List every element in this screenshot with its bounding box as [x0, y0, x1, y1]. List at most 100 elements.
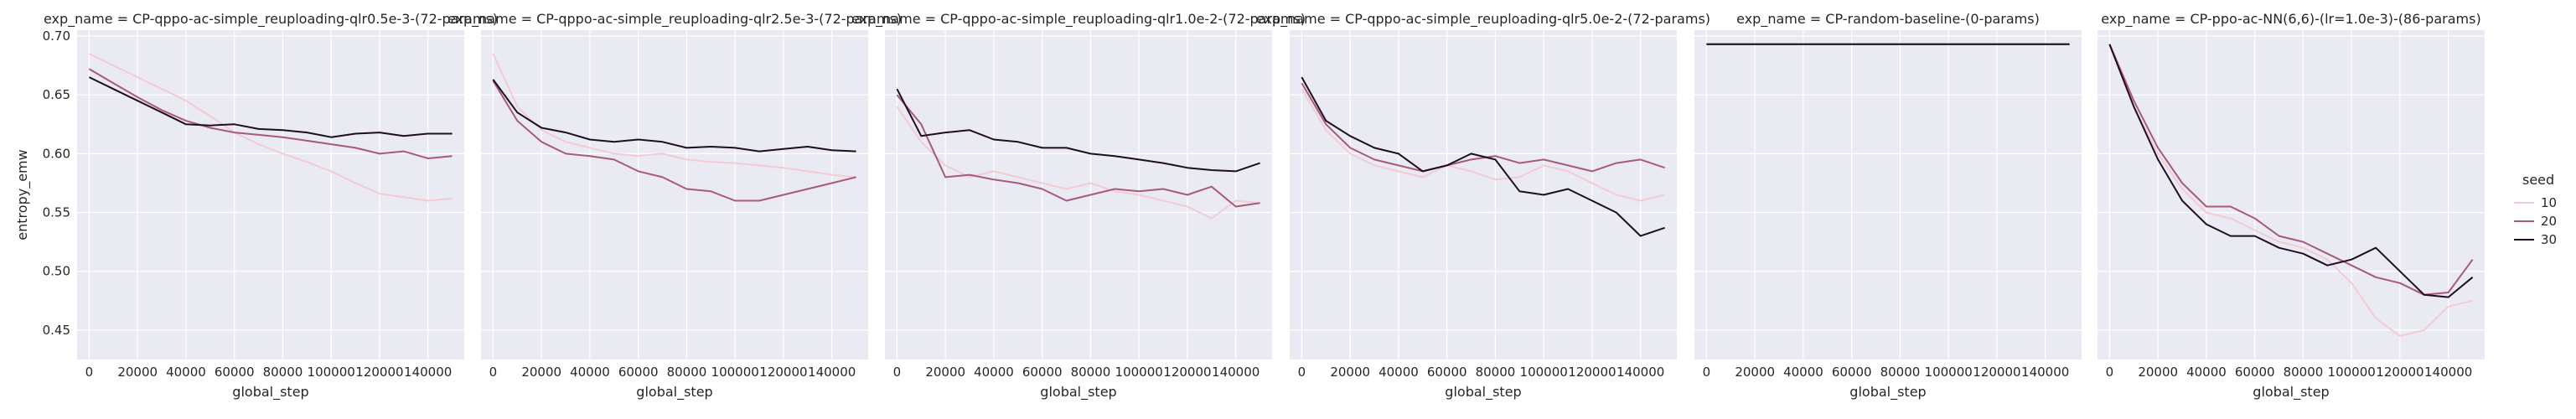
x-tick-label: 80000	[1880, 365, 1921, 380]
x-tick-label: 120000	[355, 365, 403, 380]
x-tick-label: 20000	[2138, 365, 2178, 380]
legend-label: 10	[2541, 195, 2557, 210]
x-axis-label: global_step	[2253, 384, 2329, 401]
y-tick-label: 0.45	[43, 323, 70, 338]
panel: 0 20000 40000 60000 80000 100000 120000 140000 e…	[2098, 11, 2485, 401]
x-tick-label: 40000	[1783, 365, 1823, 380]
x-tick-label: 20000	[1330, 365, 1370, 380]
panel: 0 20000 40000 60000 80000 100000 120000 140000 e…	[1256, 11, 1710, 401]
x-tick-label: 120000	[759, 365, 807, 380]
legend: seed 10 20 30	[2514, 172, 2557, 247]
plot-background	[2098, 30, 2485, 360]
x-axis-label: global_step	[636, 384, 712, 401]
plot-background	[481, 30, 868, 360]
x-axis-label: global_step	[1040, 384, 1116, 401]
x-tick-label: 80000	[1476, 365, 1516, 380]
series-line-seed-30	[88, 76, 453, 138]
series-line-seed-20	[1301, 82, 1665, 173]
x-tick-label: 0	[1298, 365, 1306, 380]
panel-title: exp_name = CP-random-baseline-(0-params)	[1736, 11, 2040, 28]
x-tick-label: 0	[85, 365, 94, 380]
panel-title: exp_name = CP-qppo-ac-simple_reuploading…	[44, 11, 498, 28]
x-tick-label: 140000	[1616, 365, 1664, 380]
x-tick-label: 140000	[1212, 365, 1260, 380]
x-tick-label: 120000	[1973, 365, 2020, 380]
series-line-seed-30	[896, 88, 1260, 173]
series-line-seed-10	[88, 53, 453, 202]
x-tick-label: 60000	[1427, 365, 1467, 380]
panel: 0 20000 40000 60000 80000 100000 120000 140000 e…	[851, 11, 1306, 401]
x-tick-label: 120000	[2376, 365, 2423, 380]
x-tick-label: 40000	[166, 365, 206, 380]
x-tick-label: 120000	[1568, 365, 1616, 380]
x-tick-label: 60000	[1022, 365, 1063, 380]
x-tick-label: 80000	[1071, 365, 1111, 380]
plot-background	[77, 30, 464, 360]
y-tick-label: 0.65	[43, 87, 70, 102]
y-axis-label: entropy_emw	[14, 149, 31, 240]
x-tick-label: 140000	[404, 365, 452, 380]
series-line-seed-30	[2108, 44, 2474, 298]
series-line-seed-10	[896, 106, 1260, 220]
legend-title: seed	[2522, 172, 2554, 188]
x-tick-label: 80000	[667, 365, 707, 380]
series-line-seed-10	[2108, 44, 2473, 337]
x-tick-label: 40000	[570, 365, 610, 380]
x-tick-label: 0	[2106, 365, 2114, 380]
panel-title: exp_name = CP-qppo-ac-simple_reuploading…	[447, 11, 902, 28]
x-axis-label: global_step	[1849, 384, 1926, 401]
series-line-seed-20	[896, 94, 1260, 208]
series-line-seed-20	[88, 68, 453, 159]
x-axis-label: global_step	[1445, 384, 1521, 401]
x-tick-label: 140000	[2021, 365, 2069, 380]
x-tick-label: 40000	[974, 365, 1014, 380]
x-tick-label: 100000	[1925, 365, 1973, 380]
x-tick-label: 100000	[2328, 365, 2376, 380]
panel: 0 20000 40000 60000 80000 100000 120000 140000 e…	[447, 11, 902, 401]
x-tick-label: 100000	[308, 365, 355, 380]
panel: 0 20000 40000 60000 80000 100000 120000 140000 0…	[43, 11, 498, 401]
x-tick-label: 40000	[2186, 365, 2227, 380]
x-tick-label: 100000	[711, 365, 759, 380]
x-tick-label: 100000	[1115, 365, 1163, 380]
x-tick-label: 20000	[117, 365, 158, 380]
y-tick-label: 0.50	[43, 264, 70, 279]
panel: 0 20000 40000 60000 80000 100000 120000 140000 e…	[1694, 11, 2082, 401]
panel-title: exp_name = CP-qppo-ac-simple_reuploading…	[851, 11, 1306, 28]
plot-background	[1694, 30, 2082, 360]
x-tick-label: 100000	[1520, 365, 1568, 380]
plot-background	[1290, 30, 1677, 360]
x-tick-label: 20000	[1735, 365, 1775, 380]
x-tick-label: 60000	[618, 365, 659, 380]
y-tick-label: 0.60	[43, 146, 70, 161]
series-line-seed-20	[492, 80, 856, 202]
series-line-seed-30	[1301, 76, 1665, 237]
x-tick-label: 80000	[2284, 365, 2324, 380]
x-tick-label: 80000	[263, 365, 303, 380]
series-line-seed-20	[2108, 44, 2474, 296]
x-axis-label: global_step	[232, 384, 308, 401]
series-line-seed-10	[492, 53, 856, 178]
plot-background	[885, 30, 1272, 360]
y-tick-label: 0.70	[43, 28, 70, 44]
x-tick-label: 60000	[2235, 365, 2275, 380]
x-tick-label: 120000	[1163, 365, 1211, 380]
x-tick-label: 0	[489, 365, 498, 380]
x-tick-label: 140000	[2424, 365, 2472, 380]
panel-title: exp_name = CP-ppo-ac-NN(6,6)-(lr=1.0e-3)…	[2101, 11, 2480, 28]
x-tick-label: 60000	[1832, 365, 1872, 380]
x-tick-label: 60000	[215, 365, 255, 380]
y-tick-label: 0.55	[43, 205, 70, 220]
legend-label: 30	[2541, 232, 2557, 247]
series-line-seed-30	[492, 79, 856, 153]
x-tick-label: 0	[893, 365, 902, 380]
legend-label: 20	[2541, 214, 2557, 229]
series-line-seed-10	[1301, 88, 1665, 202]
x-tick-label: 140000	[808, 365, 856, 380]
x-tick-label: 20000	[521, 365, 561, 380]
x-tick-label: 40000	[1379, 365, 1419, 380]
panel-title: exp_name = CP-qppo-ac-simple_reuploading…	[1256, 11, 1710, 28]
x-tick-label: 0	[1703, 365, 1711, 380]
x-tick-label: 20000	[925, 365, 965, 380]
